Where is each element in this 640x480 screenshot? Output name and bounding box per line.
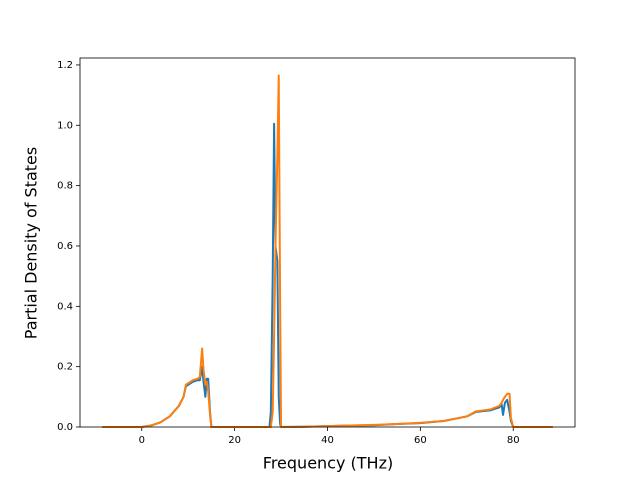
- line-series: [102, 74, 553, 428]
- y-axis-label: Partial Density of States: [22, 147, 41, 339]
- y-tick-label: 0.8: [57, 181, 73, 192]
- x-tick-label: 0: [139, 435, 145, 446]
- x-axis-label: Frequency (THz): [263, 454, 393, 473]
- y-tick-label: 0.2: [57, 362, 73, 373]
- plot-frame: [79, 57, 576, 428]
- x-tick-label: 40: [321, 435, 334, 446]
- y-tick-label: 1.2: [57, 60, 73, 71]
- y-tick-label: 0.4: [57, 301, 73, 312]
- y-tick-label: 1.0: [57, 120, 73, 131]
- y-tick-label: 0.0: [57, 422, 73, 433]
- x-tick-label: 60: [414, 435, 427, 446]
- x-tick-label: 20: [228, 435, 241, 446]
- y-tick-label: 0.6: [57, 241, 73, 252]
- line-series: [102, 122, 553, 428]
- x-tick-label: 80: [507, 435, 520, 446]
